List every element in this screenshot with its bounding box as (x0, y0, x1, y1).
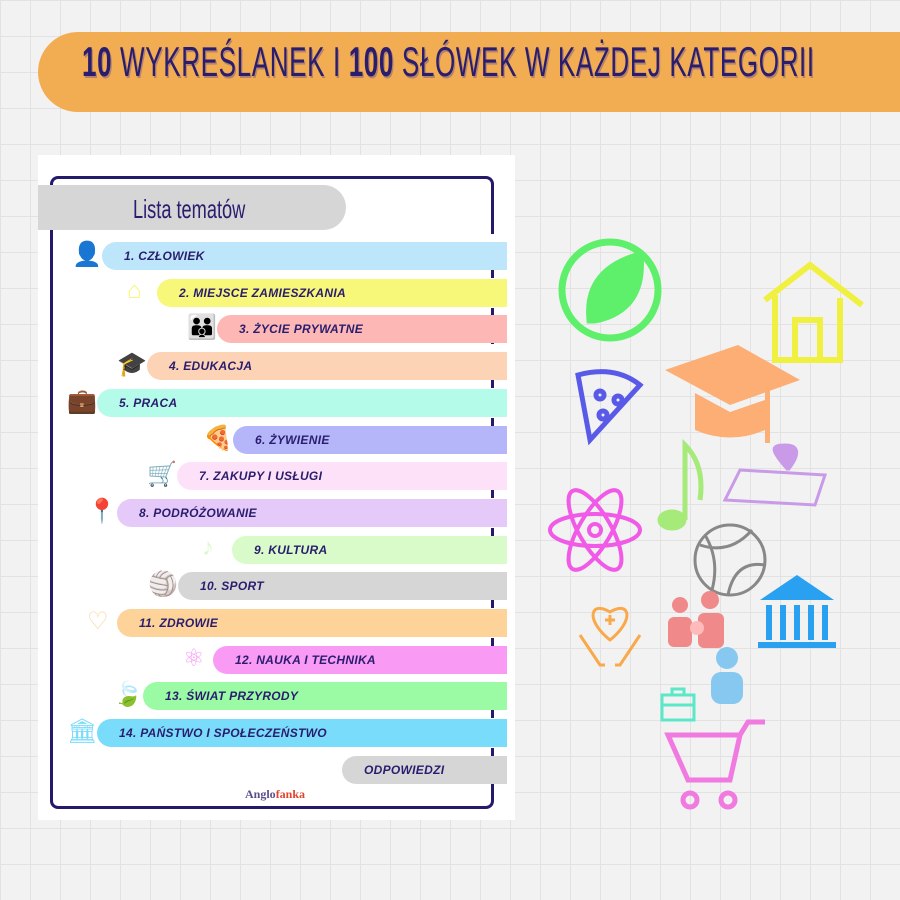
topic-label: 8. PODRÓŻOWANIE (139, 505, 257, 520)
cart-icon: 🛒 (147, 461, 177, 489)
topic-label: 13. ŚWIAT PRZYRODY (165, 689, 299, 704)
government-building-icon: 🏛 (67, 718, 98, 746)
music-note-icon (657, 438, 704, 531)
topic-item[interactable]: 6. ŻYWIENIE (233, 425, 507, 454)
page-title: 10 WYKREŚLANEK I 100 SŁÓWEK W KAŻDEJ KAT… (82, 38, 815, 85)
house-icon: ⌂ (127, 276, 142, 304)
topic-item[interactable]: 8. PODRÓŻOWANIE (117, 498, 507, 527)
person-icon: 👤 (72, 241, 102, 268)
health-hands-icon: ♡ (87, 608, 109, 635)
topic-item[interactable]: 14. PAŃSTWO I SPOŁECZEŃSTWO (97, 719, 507, 748)
house-icon (763, 261, 864, 363)
pizza-icon (575, 369, 644, 446)
leaf-icon (558, 238, 662, 342)
topic-label: 3. ŻYCIE PRYWATNE (239, 322, 364, 337)
topic-label: 4. EDUKACJA (169, 359, 253, 374)
graduation-cap-icon (665, 345, 800, 443)
topic-label: 5. PRACA (119, 395, 178, 410)
topic-item[interactable]: 5. PRACA (97, 388, 507, 417)
topic-item[interactable]: 3. ŻYCIE PRYWATNE (217, 315, 507, 344)
topic-label: 14. PAŃSTWO I SPOŁECZEŃSTWO (119, 726, 327, 741)
cart-icon (664, 719, 765, 810)
topic-item[interactable]: 10. SPORT (178, 572, 507, 601)
topic-item[interactable]: 1. CZŁOWIEK (102, 242, 507, 270)
person-icon (711, 647, 743, 704)
topic-item[interactable]: 11. ZDROWIE (117, 609, 507, 637)
health-hands-icon (578, 606, 642, 667)
graduation-cap-icon: 🎓 (117, 351, 147, 379)
atom-icon: ⚛ (183, 644, 205, 672)
pizza-icon: 🍕 (203, 424, 233, 452)
topic-item[interactable]: 4. EDUKACJA (147, 352, 507, 381)
list-title: Lista tematów (133, 194, 246, 224)
topic-label: 10. SPORT (200, 579, 264, 594)
family-icon (668, 591, 724, 648)
topic-label: 7. ZAKUPY I USŁUGI (199, 469, 323, 484)
topic-label: 11. ZDROWIE (139, 616, 219, 630)
topic-label: 1. CZŁOWIEK (124, 249, 205, 263)
topic-item[interactable]: 12. NAUKA I TECHNIKA (213, 645, 507, 674)
list-header (38, 185, 346, 230)
family-icon: 👪 (187, 314, 217, 342)
topic-label: 2. MIEJSCE ZAMIESZKANIA (179, 285, 346, 300)
topic-item[interactable]: 2. MIEJSCE ZAMIESZKANIA (157, 278, 507, 307)
government-building-icon (758, 575, 836, 648)
topic-label: 6. ŻYWIENIE (255, 432, 330, 447)
answers-button[interactable]: ODPOWIEDZI (342, 756, 507, 784)
title-banner (38, 32, 900, 112)
brand-logo: Anglofanka (245, 787, 306, 801)
topic-item[interactable]: 13. ŚWIAT PRZYRODY (143, 682, 507, 711)
volleyball-icon: 🏐 (148, 571, 178, 599)
atom-icon (548, 488, 642, 572)
map-icon (722, 443, 828, 507)
topic-item[interactable]: 7. ZAKUPY I USŁUGI (177, 462, 507, 491)
music-note-icon: ♪ (202, 533, 214, 561)
map-icon: 📍 (87, 497, 117, 525)
topic-label: 12. NAUKA I TECHNIKA (235, 652, 376, 667)
topic-item[interactable]: 9. KULTURA (232, 535, 507, 564)
topic-label: 9. KULTURA (254, 542, 328, 557)
volleyball-icon (693, 523, 767, 597)
briefcase-icon: 💼 (67, 387, 97, 415)
leaf-icon: 🍃 (113, 681, 143, 709)
briefcase-icon (660, 687, 696, 722)
